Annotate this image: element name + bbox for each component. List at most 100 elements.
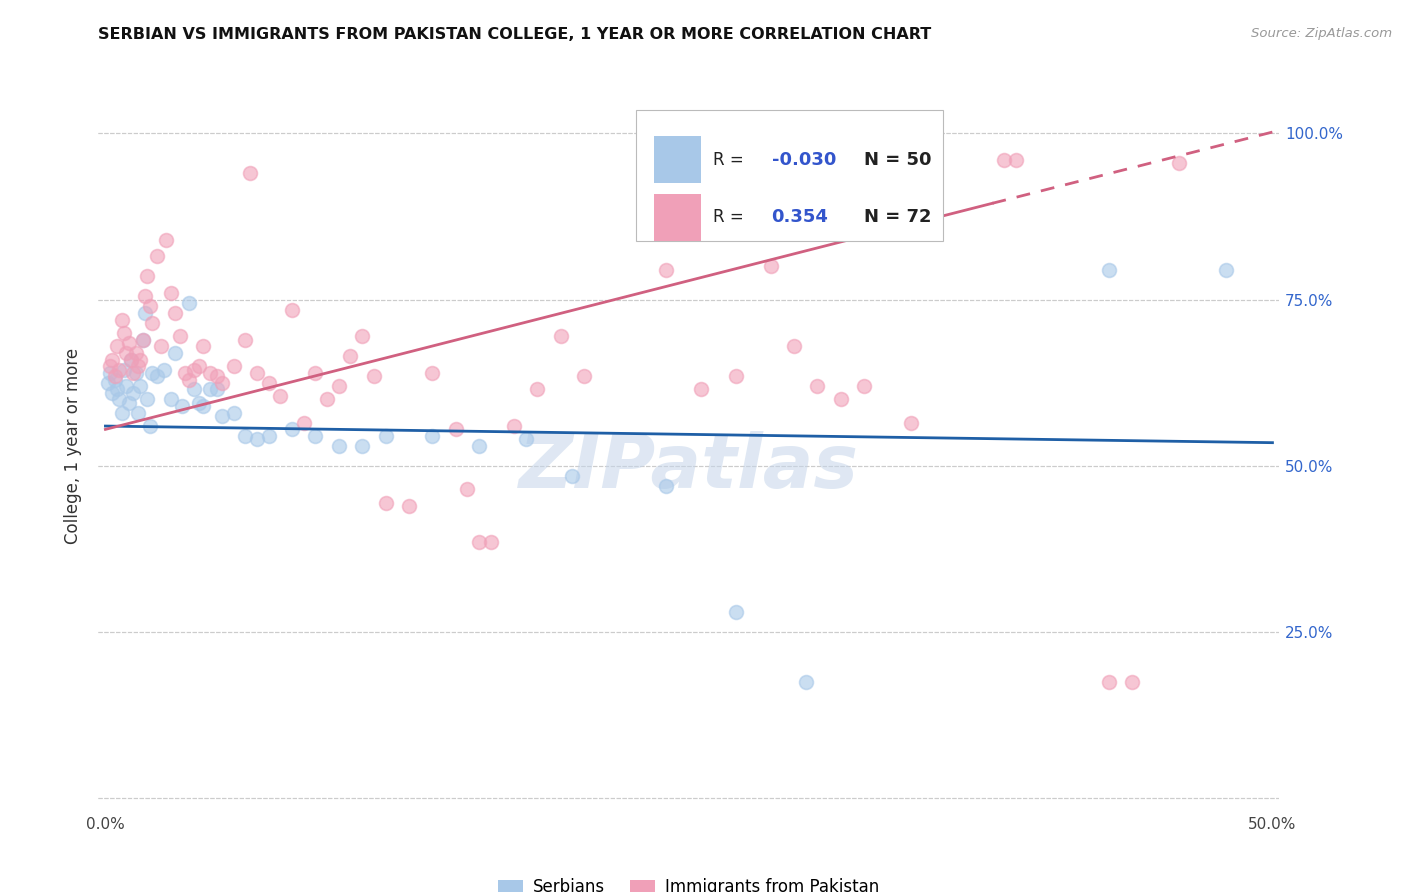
Point (572, 369, 595, 384)
Point (179, 372, 201, 386)
Point (316, 392, 339, 407)
Point (183, 362, 205, 376)
Point (118, 335, 141, 350)
Point (654, 262, 676, 277)
Text: SERBIAN VS IMMIGRANTS FROM PAKISTAN COLLEGE, 1 YEAR OR MORE CORRELATION CHART: SERBIAN VS IMMIGRANTS FROM PAKISTAN COLL… (98, 27, 932, 42)
Point (129, 352, 152, 367)
Point (132, 333, 155, 347)
Point (125, 346, 148, 360)
Point (352, 439, 374, 453)
Point (724, 605, 747, 619)
Point (141, 366, 163, 380)
Point (127, 359, 149, 374)
FancyBboxPatch shape (636, 110, 943, 241)
Point (900, 416, 922, 430)
Point (118, 396, 141, 410)
Point (363, 369, 385, 384)
Point (339, 349, 361, 363)
Point (502, 419, 524, 434)
Point (146, 250, 169, 264)
Point (783, 339, 806, 353)
Point (141, 316, 163, 330)
Point (853, 379, 876, 393)
Point (125, 366, 148, 380)
Point (550, 329, 572, 343)
Point (1098, 675, 1121, 690)
Point (211, 409, 233, 423)
Point (112, 362, 135, 376)
Point (183, 383, 205, 397)
Point (104, 369, 127, 384)
Point (444, 422, 467, 436)
Point (281, 422, 304, 436)
Point (111, 406, 134, 420)
Point (257, 429, 280, 443)
Text: N = 50: N = 50 (863, 151, 931, 169)
Point (152, 362, 174, 376)
Point (1168, 156, 1191, 170)
Point (172, 399, 194, 413)
Text: ZIPatlas: ZIPatlas (519, 432, 859, 505)
Text: -0.030: -0.030 (772, 151, 837, 169)
Text: Source: ZipAtlas.com: Source: ZipAtlas.com (1251, 27, 1392, 40)
Point (120, 352, 142, 367)
Point (150, 339, 173, 353)
Point (159, 286, 181, 301)
Point (146, 369, 169, 384)
Point (139, 299, 162, 313)
Point (304, 429, 326, 443)
Y-axis label: College, 1 year or more: College, 1 year or more (65, 348, 83, 544)
Point (169, 329, 191, 343)
Point (222, 406, 245, 420)
Text: 0.354: 0.354 (772, 209, 828, 227)
Point (159, 392, 181, 407)
Point (200, 383, 222, 397)
Point (456, 482, 478, 496)
Point (173, 366, 195, 380)
Point (420, 429, 443, 443)
Point (374, 495, 396, 509)
Point (561, 469, 583, 483)
Text: N = 72: N = 72 (863, 209, 931, 227)
Point (794, 675, 817, 690)
Point (112, 326, 135, 340)
Point (200, 366, 222, 380)
Point (129, 379, 152, 393)
Point (179, 296, 201, 310)
Point (105, 383, 128, 397)
Point (104, 372, 127, 386)
Point (724, 369, 747, 384)
Point (759, 260, 782, 274)
Point (993, 153, 1015, 167)
Point (420, 366, 443, 380)
Point (134, 306, 156, 320)
Point (115, 379, 138, 393)
Point (292, 416, 315, 430)
Point (122, 366, 145, 380)
Point (1004, 153, 1026, 167)
Point (806, 379, 828, 393)
Legend: Serbians, Immigrants from Pakistan: Serbians, Immigrants from Pakistan (492, 871, 886, 892)
Point (222, 359, 245, 374)
Point (139, 419, 162, 434)
Point (257, 376, 280, 390)
Text: R =: R = (713, 209, 748, 227)
Point (105, 339, 128, 353)
Point (689, 383, 711, 397)
Point (468, 535, 491, 549)
Point (1121, 675, 1143, 690)
Point (654, 479, 676, 493)
Point (352, 329, 374, 343)
Point (235, 333, 257, 347)
Point (211, 376, 233, 390)
Point (328, 379, 350, 393)
Point (115, 346, 138, 360)
FancyBboxPatch shape (654, 194, 700, 241)
Point (526, 383, 548, 397)
Point (246, 366, 269, 380)
Point (134, 289, 156, 303)
Point (207, 369, 229, 384)
Point (269, 389, 291, 403)
Point (1098, 262, 1121, 277)
Point (111, 312, 134, 326)
